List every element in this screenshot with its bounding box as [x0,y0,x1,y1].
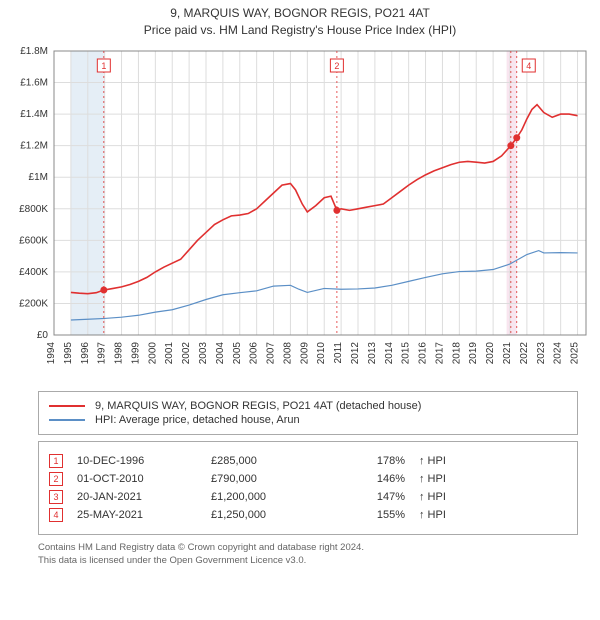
svg-text:1994: 1994 [46,342,57,365]
svg-text:£400K: £400K [19,267,48,278]
svg-text:2014: 2014 [384,342,395,365]
svg-text:£1M: £1M [29,172,48,183]
svg-text:2000: 2000 [147,342,158,365]
svg-text:4: 4 [526,61,531,71]
transaction-price: £790,000 [211,473,321,485]
svg-text:£0: £0 [37,330,49,341]
svg-text:2018: 2018 [451,342,462,365]
legend-label: HPI: Average price, detached house, Arun [95,414,300,426]
transaction-marker: 4 [49,508,63,522]
transaction-date: 20-JAN-2021 [77,491,197,503]
svg-text:2001: 2001 [164,342,175,365]
transaction-pct: 155% [335,509,405,521]
transaction-hpi-arrow: ↑ HPI [419,491,479,503]
svg-text:2025: 2025 [570,342,581,365]
svg-text:2022: 2022 [519,342,530,365]
svg-text:2013: 2013 [367,342,378,365]
legend-label: 9, MARQUIS WAY, BOGNOR REGIS, PO21 4AT (… [95,400,421,412]
svg-text:2015: 2015 [401,342,412,365]
svg-text:1997: 1997 [97,342,108,365]
svg-text:2009: 2009 [299,342,310,365]
svg-text:2: 2 [334,61,339,71]
svg-text:£1.2M: £1.2M [20,141,48,152]
svg-text:£1.8M: £1.8M [20,46,48,57]
table-row: 1 10-DEC-1996 £285,000 178% ↑ HPI [49,454,567,468]
svg-text:2020: 2020 [485,342,496,365]
transaction-date: 01-OCT-2010 [77,473,197,485]
svg-text:2017: 2017 [434,342,445,365]
transaction-pct: 147% [335,491,405,503]
svg-text:2024: 2024 [553,342,564,365]
svg-text:2011: 2011 [333,342,344,364]
table-row: 2 01-OCT-2010 £790,000 146% ↑ HPI [49,472,567,486]
svg-text:£1.4M: £1.4M [20,109,48,120]
table-row: 4 25-MAY-2021 £1,250,000 155% ↑ HPI [49,508,567,522]
transaction-hpi-arrow: ↑ HPI [419,509,479,521]
transaction-price: £1,250,000 [211,509,321,521]
svg-text:2004: 2004 [215,342,226,365]
table-row: 3 20-JAN-2021 £1,200,000 147% ↑ HPI [49,490,567,504]
footer-line1: Contains HM Land Registry data © Crown c… [38,541,578,554]
transaction-price: £1,200,000 [211,491,321,503]
svg-text:2012: 2012 [350,342,361,365]
svg-text:2023: 2023 [536,342,547,365]
svg-text:2002: 2002 [181,342,192,365]
legend-swatch [49,419,85,421]
svg-text:2006: 2006 [249,342,260,365]
svg-text:2010: 2010 [316,342,327,365]
svg-text:£200K: £200K [19,298,48,309]
legend-item: HPI: Average price, detached house, Arun [49,414,567,426]
svg-text:2007: 2007 [266,342,277,365]
footer-attribution: Contains HM Land Registry data © Crown c… [38,541,578,568]
svg-text:£1.6M: £1.6M [20,78,48,89]
svg-text:1: 1 [101,61,106,71]
svg-text:1996: 1996 [80,342,91,365]
svg-text:2005: 2005 [232,342,243,365]
transaction-date: 10-DEC-1996 [77,455,197,467]
legend-item: 9, MARQUIS WAY, BOGNOR REGIS, PO21 4AT (… [49,400,567,412]
svg-text:2008: 2008 [282,342,293,365]
transactions-table: 1 10-DEC-1996 £285,000 178% ↑ HPI 2 01-OCT-201… [38,441,578,535]
legend-box: 9, MARQUIS WAY, BOGNOR REGIS, PO21 4AT (… [38,391,578,435]
footer-line2: This data is licensed under the Open Gov… [38,554,578,567]
transaction-pct: 146% [335,473,405,485]
transaction-hpi-arrow: ↑ HPI [419,455,479,467]
transaction-price: £285,000 [211,455,321,467]
svg-text:2021: 2021 [502,342,513,365]
svg-text:2003: 2003 [198,342,209,365]
transaction-hpi-arrow: ↑ HPI [419,473,479,485]
svg-text:1998: 1998 [114,342,125,365]
transaction-marker: 3 [49,490,63,504]
svg-text:2016: 2016 [418,342,429,365]
transaction-marker: 1 [49,454,63,468]
svg-text:1999: 1999 [130,342,141,365]
transaction-marker: 2 [49,472,63,486]
svg-text:£600K: £600K [19,235,48,246]
svg-text:1995: 1995 [63,342,74,365]
title-subtitle: Price paid vs. HM Land Registry's House … [8,23,592,37]
title-address: 9, MARQUIS WAY, BOGNOR REGIS, PO21 4AT [8,6,592,20]
transaction-pct: 178% [335,455,405,467]
price-chart: £0 £200K £400K £600K £800K £1M £1.2M £1.4M £1.6M… [8,45,592,385]
svg-text:£800K: £800K [19,204,48,215]
legend-swatch [49,405,85,407]
transaction-date: 25-MAY-2021 [77,509,197,521]
svg-text:2019: 2019 [468,342,479,365]
